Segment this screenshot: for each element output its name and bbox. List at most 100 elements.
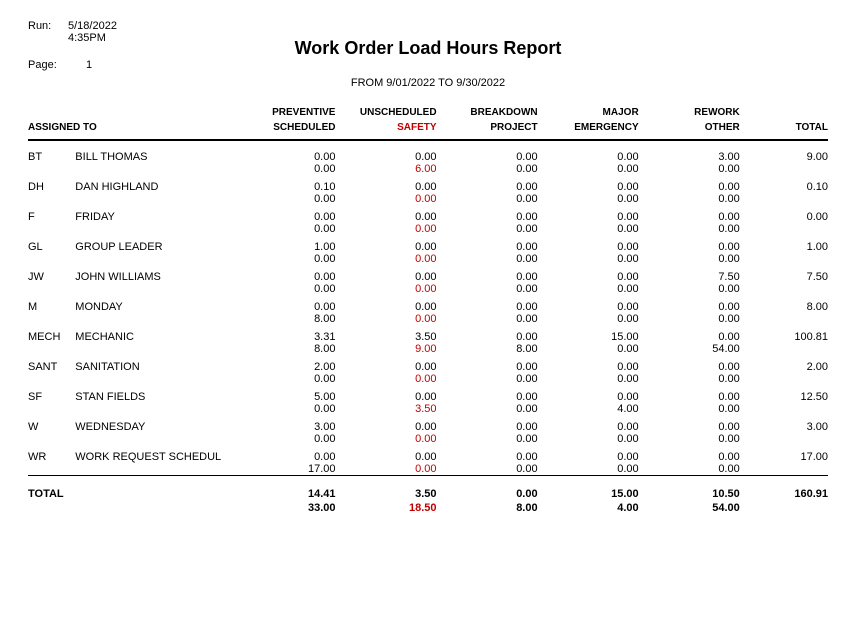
cell-value: 0.00 [538, 193, 639, 205]
table-row: WWEDNESDAY3.000.000.000.000.003.00 [28, 421, 828, 433]
row-code: SANT [28, 361, 75, 373]
cell-value: 0.00 [639, 403, 740, 415]
cell-value: 0.00 [234, 253, 335, 265]
cell-value: 0.00 [437, 241, 538, 253]
total-project: 8.00 [437, 500, 538, 514]
col-rework: REWORK [639, 97, 740, 122]
cell-value: 0.00 [437, 451, 538, 463]
row-total: 7.50 [740, 271, 828, 283]
cell-safety: 0.00 [335, 463, 436, 476]
cell-value: 0.00 [538, 433, 639, 445]
cell-value: 0.00 [335, 451, 436, 463]
cell-safety: 3.50 [335, 403, 436, 415]
cell-value: 0.00 [437, 181, 538, 193]
cell-value: 8.00 [234, 343, 335, 355]
col-preventive: PREVENTIVE [234, 97, 335, 122]
row-code: M [28, 301, 75, 313]
run-time: 4:35PM [68, 32, 106, 44]
row-name: BILL THOMAS [75, 151, 234, 163]
table-row: GLGROUP LEADER1.000.000.000.000.001.00 [28, 241, 828, 253]
table-header: PREVENTIVE UNSCHEDULED BREAKDOWN MAJOR R… [28, 97, 828, 140]
cell-value: 0.00 [639, 361, 740, 373]
row-code: BT [28, 151, 75, 163]
cell-value: 0.00 [538, 451, 639, 463]
cell-value: 0.00 [437, 361, 538, 373]
row-total: 0.10 [740, 181, 828, 193]
cell-value: 0.00 [639, 463, 740, 476]
cell-value: 0.00 [538, 253, 639, 265]
row-name: WORK REQUEST SCHEDUL [75, 451, 234, 463]
row-total: 2.00 [740, 361, 828, 373]
cell-value: 0.00 [335, 241, 436, 253]
cell-value: 15.00 [538, 331, 639, 343]
cell-value: 0.00 [639, 253, 740, 265]
row-total: 1.00 [740, 241, 828, 253]
cell-value: 0.00 [538, 421, 639, 433]
col-emergency: EMERGENCY [538, 122, 639, 140]
cell-value: 17.00 [234, 463, 335, 476]
cell-value: 0.00 [538, 211, 639, 223]
table-row: JWJOHN WILLIAMS0.000.000.000.007.507.50 [28, 271, 828, 283]
cell-value: 0.00 [639, 433, 740, 445]
cell-value: 7.50 [639, 271, 740, 283]
cell-safety: 0.00 [335, 433, 436, 445]
load-hours-table: PREVENTIVE UNSCHEDULED BREAKDOWN MAJOR R… [28, 97, 828, 514]
row-code: SF [28, 391, 75, 403]
cell-value: 0.00 [639, 373, 740, 385]
row-total: 9.00 [740, 151, 828, 163]
page-label: Page: [28, 59, 68, 71]
cell-value: 0.00 [538, 271, 639, 283]
cell-value: 0.00 [639, 163, 740, 175]
table-row-sub: 8.009.008.000.0054.00 [28, 343, 828, 355]
row-name: WEDNESDAY [75, 421, 234, 433]
cell-value: 0.00 [234, 433, 335, 445]
row-code: DH [28, 181, 75, 193]
total-other: 54.00 [639, 500, 740, 514]
cell-value: 0.00 [437, 253, 538, 265]
cell-value: 0.00 [437, 163, 538, 175]
cell-value: 0.00 [437, 211, 538, 223]
total-emergency: 4.00 [538, 500, 639, 514]
table-footer: TOTAL 14.41 3.50 0.00 15.00 10.50 160.91… [28, 476, 828, 515]
row-total: 12.50 [740, 391, 828, 403]
total-preventive: 14.41 [234, 482, 335, 500]
cell-value: 0.00 [538, 463, 639, 476]
cell-value: 0.00 [234, 373, 335, 385]
cell-value: 0.00 [335, 301, 436, 313]
cell-value: 0.00 [538, 283, 639, 295]
cell-value: 0.00 [639, 301, 740, 313]
cell-value: 2.00 [234, 361, 335, 373]
table-row: SFSTAN FIELDS5.000.000.000.000.0012.50 [28, 391, 828, 403]
row-code: MECH [28, 331, 75, 343]
cell-value: 0.00 [437, 421, 538, 433]
cell-value: 0.00 [437, 463, 538, 476]
row-code: GL [28, 241, 75, 253]
cell-value: 0.00 [437, 283, 538, 295]
cell-value: 0.00 [234, 283, 335, 295]
table-row: SANTSANITATION2.000.000.000.000.002.00 [28, 361, 828, 373]
cell-value: 54.00 [639, 343, 740, 355]
cell-value: 0.00 [335, 361, 436, 373]
row-name: FRIDAY [75, 211, 234, 223]
row-code: W [28, 421, 75, 433]
row-name: GROUP LEADER [75, 241, 234, 253]
cell-value: 0.00 [538, 313, 639, 325]
row-name: MECHANIC [75, 331, 234, 343]
cell-value: 0.00 [437, 373, 538, 385]
cell-value: 0.00 [437, 313, 538, 325]
cell-safety: 6.00 [335, 163, 436, 175]
cell-value: 1.00 [234, 241, 335, 253]
cell-safety: 0.00 [335, 283, 436, 295]
cell-value: 0.00 [538, 373, 639, 385]
row-total: 17.00 [740, 451, 828, 463]
table-row-sub: 0.000.000.000.000.00 [28, 373, 828, 385]
table-row-sub: 8.000.000.000.000.00 [28, 313, 828, 325]
cell-value: 0.00 [538, 361, 639, 373]
cell-safety: 0.00 [335, 253, 436, 265]
col-assigned-to: ASSIGNED TO [28, 122, 234, 140]
table-row: FFRIDAY0.000.000.000.000.000.00 [28, 211, 828, 223]
cell-value: 0.00 [335, 151, 436, 163]
row-total: 3.00 [740, 421, 828, 433]
cell-safety: 0.00 [335, 223, 436, 235]
cell-value: 0.00 [639, 331, 740, 343]
